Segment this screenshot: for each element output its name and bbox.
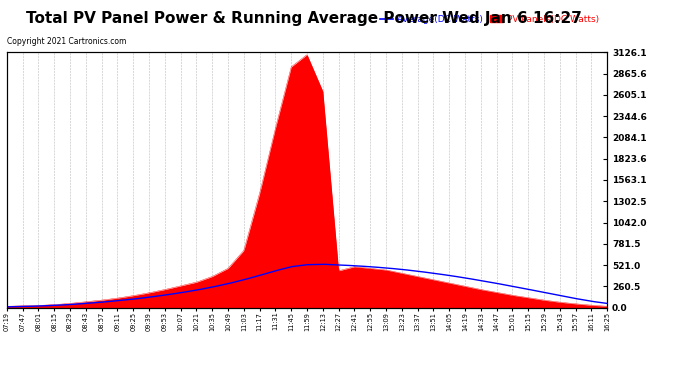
Text: Copyright 2021 Cartronics.com: Copyright 2021 Cartronics.com (7, 38, 126, 46)
Legend: Average(DC Watts), PV Panels(DC Watts): Average(DC Watts), PV Panels(DC Watts) (376, 11, 602, 27)
Text: Total PV Panel Power & Running Average Power Wed Jan 6 16:27: Total PV Panel Power & Running Average P… (26, 11, 582, 26)
